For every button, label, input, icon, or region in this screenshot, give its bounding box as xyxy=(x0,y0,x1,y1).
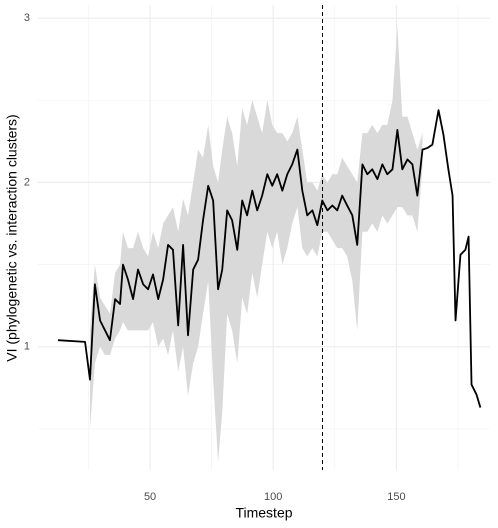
line xyxy=(57,109,482,408)
y-tick-label: 1 xyxy=(24,341,30,353)
x-tick-label: 150 xyxy=(387,491,405,503)
y-tick-label: 3 xyxy=(24,12,30,24)
confidence-band xyxy=(89,26,423,462)
y-axis-title: VI (phylogenetic vs. interaction cluster… xyxy=(4,114,20,361)
x-axis-title: Timestep xyxy=(235,505,292,521)
x-tick-label: 50 xyxy=(144,491,156,503)
y-tick-label: 2 xyxy=(24,176,30,188)
x-tick-label: 100 xyxy=(264,491,282,503)
